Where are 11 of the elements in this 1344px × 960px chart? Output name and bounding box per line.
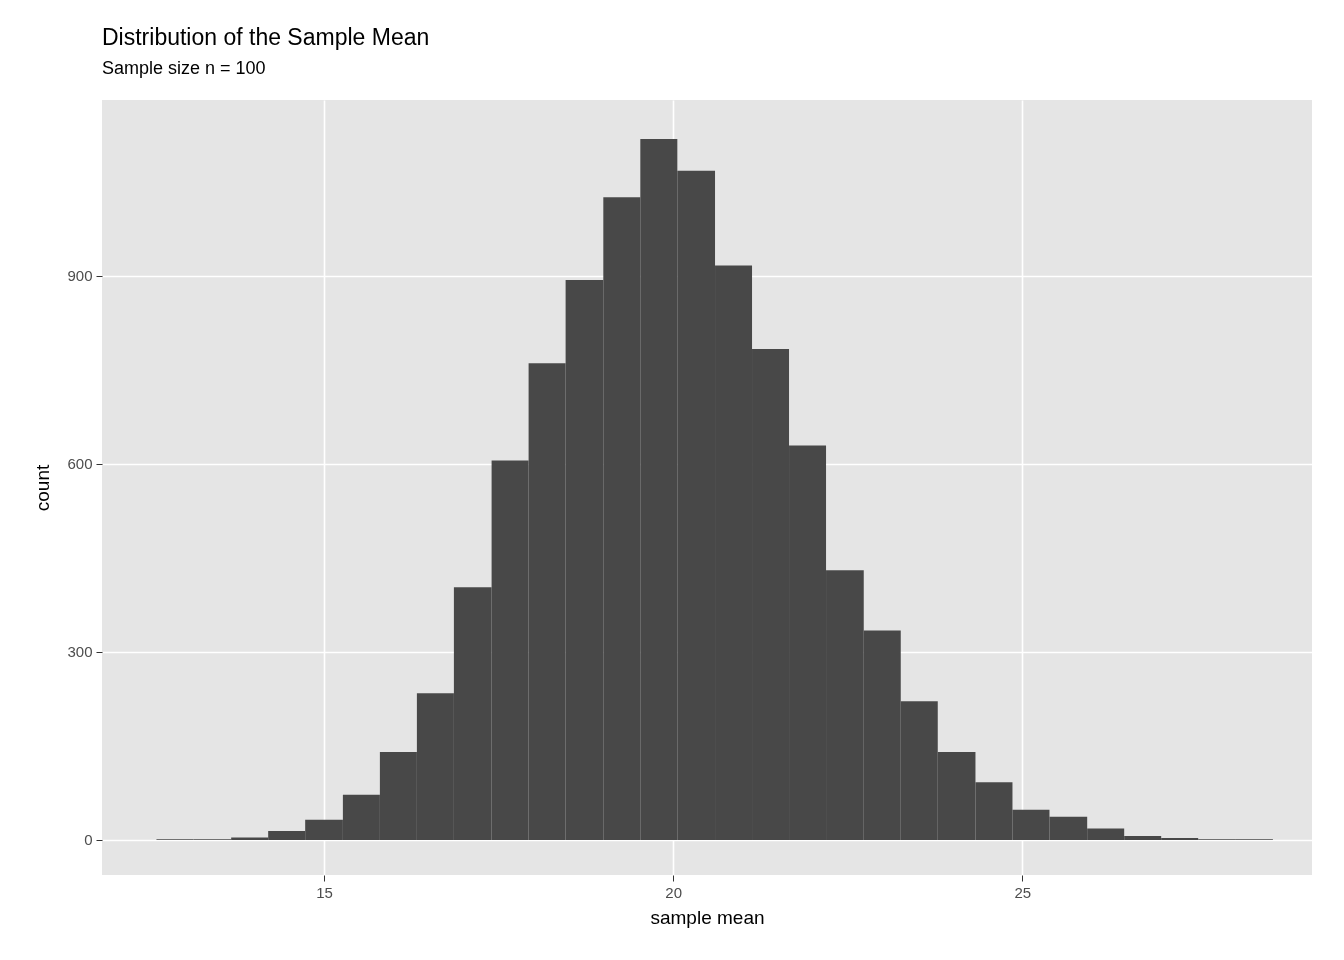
chart-subtitle: Sample size n = 100 (102, 58, 266, 78)
x-tick-label: 20 (665, 883, 682, 901)
y-tick-label: 300 (67, 643, 93, 661)
chart-title: Distribution of the Sample Mean (102, 24, 430, 50)
y-tick-label: 600 (67, 455, 93, 473)
x-axis-title: sample mean (650, 906, 765, 928)
y-tick-label: 900 (67, 267, 93, 285)
x-tick-label: 15 (316, 883, 333, 901)
x-tick-label: 25 (1014, 883, 1032, 901)
y-tick-label: 0 (84, 831, 93, 849)
y-axis-title: count (32, 464, 54, 512)
